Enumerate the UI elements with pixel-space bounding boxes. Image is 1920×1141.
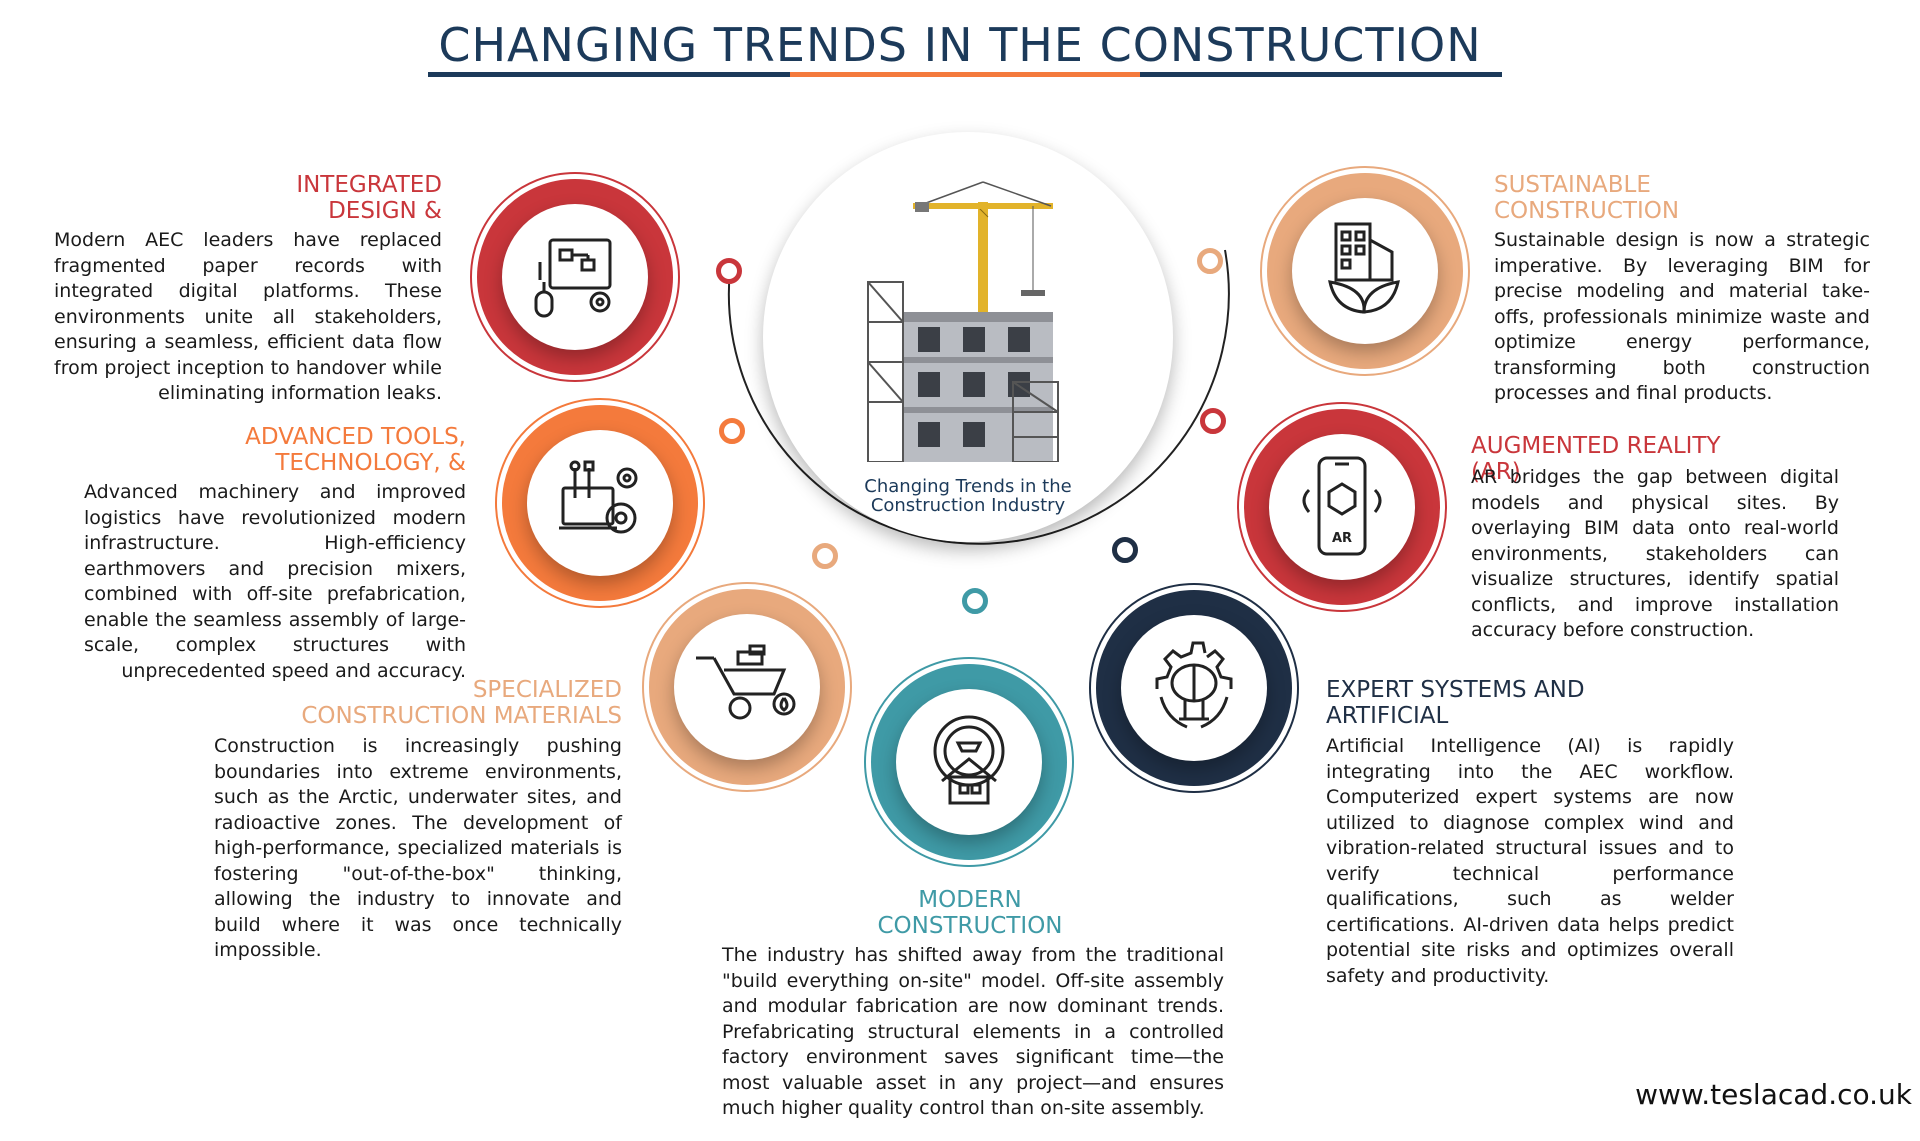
title-underline-left [428, 72, 790, 77]
center-circle: Changing Trends in the Construction Indu… [763, 132, 1173, 542]
integrated-title-line1: INTEGRATED [296, 172, 442, 198]
expert-title-line2: ARTIFICIAL [1326, 703, 1449, 729]
title-underline-right [1140, 72, 1502, 77]
materials-outer-ring [642, 582, 852, 792]
website-url: www.teslacad.co.uk [1635, 1078, 1912, 1111]
materials-title-line2: CONSTRUCTION MATERIALS [301, 703, 622, 729]
expert-icon-circle [1121, 615, 1267, 761]
connector-dot [962, 588, 988, 614]
materials-title-line1: SPECIALIZED [472, 677, 622, 703]
advanced-title-line2: TECHNOLOGY, & [275, 450, 466, 476]
ar-outer-ring [1237, 402, 1447, 612]
wheelbarrow-icon [696, 644, 796, 720]
center-label: Changing Trends in the Construction Indu… [823, 477, 1113, 515]
ar-phone-icon: AR [1302, 456, 1382, 556]
advanced-title-line1: ADVANCED TOOLS, [245, 424, 466, 450]
advanced-body: Advanced machinery and improved logistic… [84, 481, 466, 682]
integrated-title-line2: DESIGN & [328, 198, 442, 224]
page-title: CHANGING TRENDS IN THE CONSTRUCTION [438, 18, 1482, 72]
sustainable-outer-ring [1260, 166, 1470, 376]
expert-outer-ring [1089, 583, 1299, 793]
modern-title-line2: CONSTRUCTION [877, 913, 1063, 939]
green-building-icon [1328, 222, 1400, 314]
ar-icon-circle: AR [1269, 434, 1415, 580]
connector-dot [812, 543, 838, 569]
integrated-outer-ring [470, 172, 680, 382]
ar-body: AR bridges the gap between digital model… [1471, 466, 1839, 641]
digital-design-icon [534, 238, 612, 318]
ar-icon-label: AR [1332, 531, 1352, 546]
integrated-icon-circle [502, 204, 648, 350]
integrated-body: Modern AEC leaders have replaced fragmen… [54, 229, 442, 404]
expert-body: Artificial Intelligence (AI) is rapidly … [1326, 735, 1734, 987]
modern-title: MODERN CONSTRUCTION [840, 887, 1100, 939]
connector-dot [716, 258, 742, 284]
building-crane-icon [867, 181, 1059, 462]
connector-dot [1200, 408, 1226, 434]
center-label-line1: Changing Trends in the [864, 476, 1072, 497]
modern-body: The industry has shifted away from the t… [722, 944, 1224, 1119]
modern-icon-circle [896, 689, 1042, 835]
materials-icon-circle [674, 614, 820, 760]
sustainable-title-line1: SUSTAINABLE [1494, 172, 1651, 198]
center-label-line2: Construction Industry [870, 495, 1066, 516]
ai-brain-gear-icon [1155, 641, 1233, 729]
integrated-title: INTEGRATED DESIGN & [200, 172, 442, 224]
ar-title: AUGMENTED REALITY (AR) [1471, 433, 1771, 485]
advanced-title: ADVANCED TOOLS, TECHNOLOGY, & [200, 424, 466, 476]
connector-dot [1112, 537, 1138, 563]
modern-title-line1: MODERN [918, 887, 1022, 913]
tools-gear-icon [559, 460, 638, 534]
ar-title-line1: AUGMENTED REALITY [1471, 433, 1721, 459]
sustainable-title-line2: CONSTRUCTION [1494, 198, 1680, 224]
advanced-icon-circle [527, 430, 673, 576]
modern-outer-ring [864, 657, 1074, 867]
sustainable-icon-circle [1292, 198, 1438, 344]
expert-title-line1: EXPERT SYSTEMS AND [1326, 677, 1585, 703]
connector-dot [719, 418, 745, 444]
expert-title: EXPERT SYSTEMS AND ARTIFICIAL [1326, 677, 1666, 729]
title-underline-middle [790, 72, 1140, 77]
connector-dot [1197, 248, 1223, 274]
materials-body: Construction is increasingly pushing bou… [214, 735, 622, 961]
materials-title: SPECIALIZED CONSTRUCTION MATERIALS [250, 677, 622, 729]
house-gear-icon [933, 715, 1005, 805]
sustainable-body: Sustainable design is now a strategic im… [1494, 229, 1870, 404]
ar-title-line2: (AR) [1471, 459, 1521, 485]
sustainable-title: SUSTAINABLE CONSTRUCTION [1494, 172, 1794, 224]
advanced-outer-ring [495, 398, 705, 608]
